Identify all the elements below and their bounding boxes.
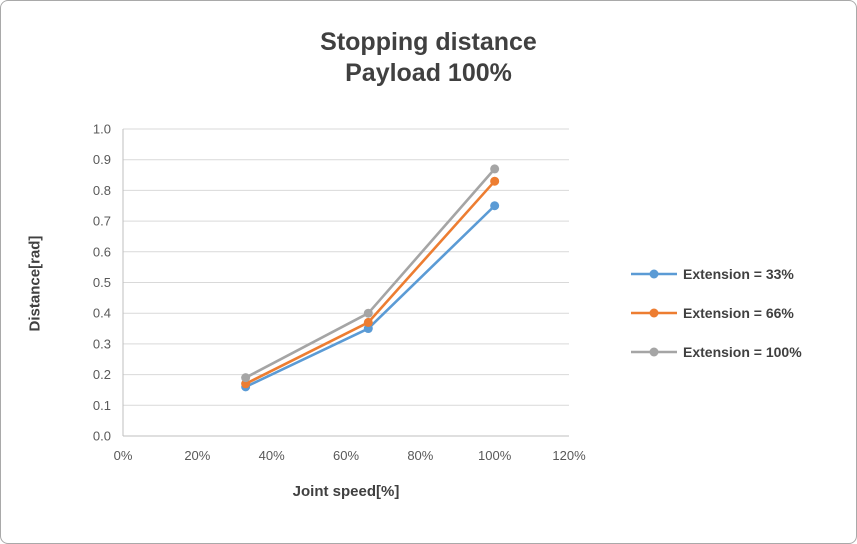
series-line xyxy=(245,168,496,379)
data-point-marker xyxy=(241,373,251,383)
legend-item: Extension = 33% xyxy=(631,266,802,282)
y-tick-label: 0.8 xyxy=(93,183,111,198)
y-tick-label: 0.1 xyxy=(93,398,111,413)
chart-title-line2: Payload 100% xyxy=(345,59,512,88)
legend-label: Extension = 33% xyxy=(683,266,794,282)
x-tick-label: 100% xyxy=(478,448,512,463)
chart-title-line1: Stopping distance xyxy=(320,28,537,56)
x-tick-label: 60% xyxy=(333,448,359,463)
legend-marker-icon xyxy=(631,308,677,318)
chart-title: Stopping distance Payload 100% xyxy=(1,27,856,90)
x-axis-title: Joint speed[%] xyxy=(292,483,400,500)
series-line xyxy=(245,204,496,389)
data-point-marker xyxy=(490,164,500,174)
y-tick-label: 0.5 xyxy=(93,275,111,290)
data-point-marker xyxy=(490,176,500,186)
data-point-marker xyxy=(490,201,500,211)
legend-label: Extension = 66% xyxy=(683,305,794,321)
y-tick-label: 0.2 xyxy=(93,367,111,382)
y-tick-label: 0.9 xyxy=(93,152,111,167)
data-point-marker xyxy=(363,308,373,318)
y-tick-label: 0.4 xyxy=(93,306,111,321)
y-tick-label: 0.7 xyxy=(93,214,111,229)
x-tick-label: 120% xyxy=(552,448,586,463)
legend: Extension = 33% Extension = 66% Extension … xyxy=(631,266,802,360)
legend-marker-icon xyxy=(631,269,677,279)
x-tick-label: 20% xyxy=(184,448,210,463)
y-tick-label: 0.0 xyxy=(93,429,111,444)
legend-item: Extension = 66% xyxy=(631,305,802,321)
x-tick-label: 40% xyxy=(259,448,285,463)
x-tick-label: 0% xyxy=(114,448,133,463)
y-tick-label: 0.6 xyxy=(93,244,111,259)
data-point-marker xyxy=(363,317,373,327)
y-axis-title: Distance[rad] xyxy=(26,235,44,332)
legend-item: Extension = 100% xyxy=(631,344,802,360)
legend-marker-icon xyxy=(631,347,677,357)
y-tick-label: 1.0 xyxy=(93,122,111,137)
x-tick-label: 80% xyxy=(407,448,433,463)
legend-label: Extension = 100% xyxy=(683,344,802,360)
y-tick-label: 0.3 xyxy=(93,336,111,351)
